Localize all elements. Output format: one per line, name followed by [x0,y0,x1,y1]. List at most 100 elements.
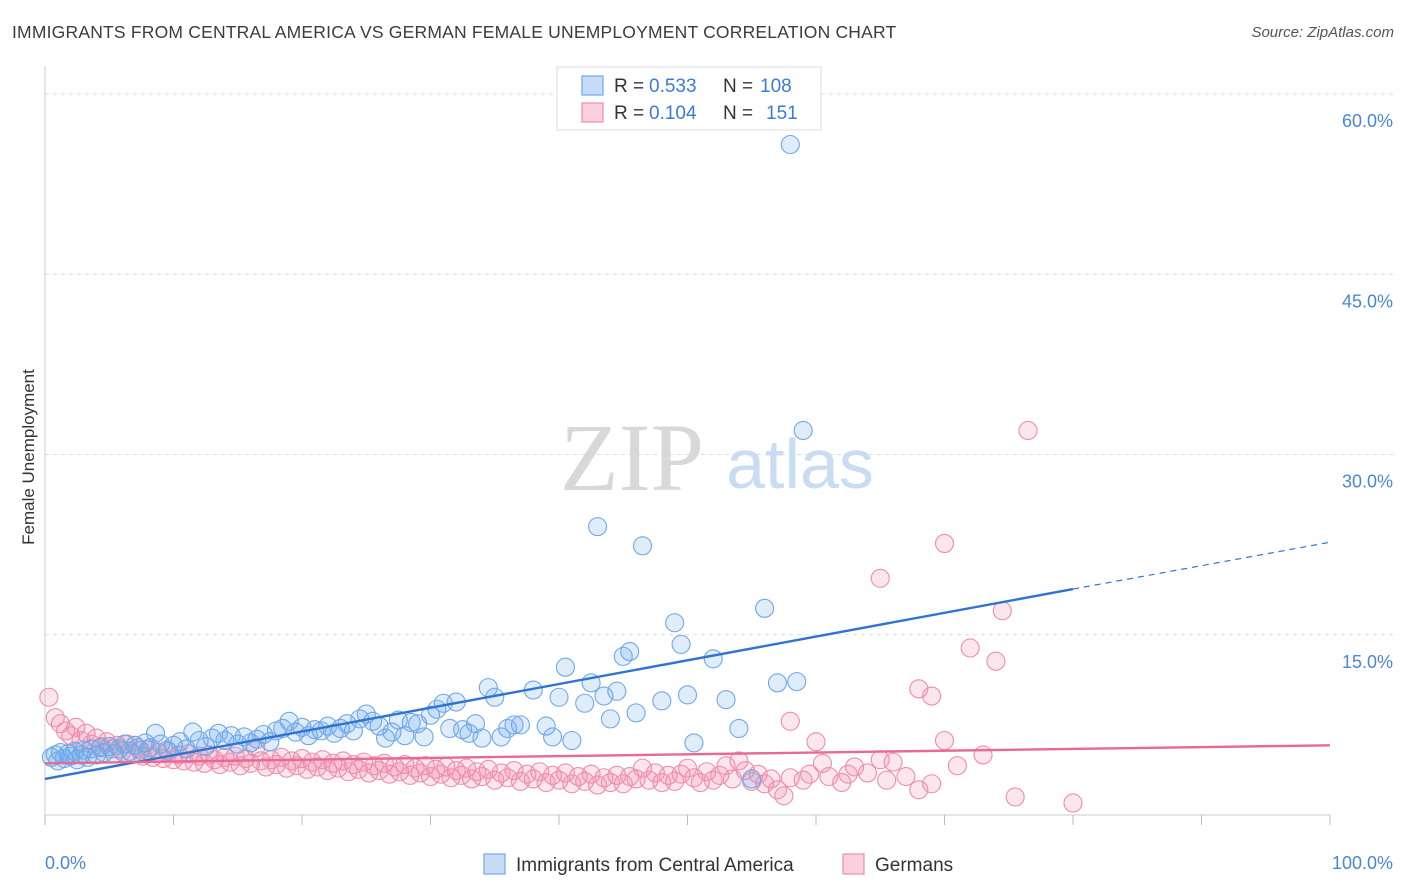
trend-line-germans [44,744,1331,765]
data-point-germans [504,760,524,781]
data-point-germans [575,771,595,791]
data-point-germans [934,730,955,751]
correlation-legend: R = 0.533 N = 108 R = 0.104 N = 151 [556,66,822,131]
data-point-germans [472,766,492,787]
bottom-legend-swatch-pink [842,853,865,875]
legend-r-label-1: R = [614,76,644,97]
data-point-germans [960,638,980,658]
data-point-central-america [575,693,595,713]
data-point-germans [857,763,877,783]
legend-r-value-1: 0.533 [649,76,697,97]
legend-r-label-2: R = [614,103,644,124]
legend-swatch-blue [581,75,604,96]
grid-lines [45,93,1395,636]
legend-n-value-2: 151 [766,103,798,124]
data-point-central-america [549,687,569,707]
data-point-germans [986,651,1006,671]
data-point-germans [45,708,65,728]
data-point-germans [39,687,59,707]
x-tick-label: 100.0% [1332,853,1393,873]
series-central-america [41,134,813,789]
tick-labels: 15.0% 30.0% 45.0% 60.0% 0.0% 100.0% [45,111,1393,873]
data-point-germans [415,756,435,776]
data-point-germans [877,770,897,790]
data-point-germans [934,533,955,553]
legend-r-value-2: 0.104 [649,103,697,124]
data-point-germans [947,756,967,776]
y-tick-label: 45.0% [1342,291,1393,311]
legend-n-label-2: N = [723,103,753,124]
bottom-legend-label-pink: Germans [875,855,953,876]
y-tick-label: 30.0% [1342,472,1393,492]
watermark-zip: ZIP [560,404,704,511]
data-point-germans [478,759,498,779]
bottom-legend-swatch-blue [483,853,506,875]
data-point-germans [76,723,96,743]
data-point-germans [729,751,749,771]
data-point-germans [456,758,477,778]
data-point-germans [220,752,240,772]
data-point-germans [613,774,633,794]
data-point-central-america [140,738,160,758]
data-point-germans [1005,787,1025,807]
data-point-central-america [498,718,518,739]
data-point-germans [395,754,415,775]
legend-swatch-pink [581,102,604,123]
data-point-germans [883,752,903,772]
data-point-germans [498,768,518,788]
data-point-germans [896,766,916,787]
x-tick-label: 0.0% [45,853,86,873]
data-point-central-america [273,718,293,739]
data-point-central-america [562,730,582,751]
data-point-germans [677,758,698,778]
data-point-central-america [607,681,627,701]
y-axis-label: Female Unemployment [19,369,38,545]
data-point-germans [555,763,575,783]
data-point-central-america [677,685,698,705]
data-point-germans [523,769,543,789]
axes [44,66,1331,825]
data-point-germans [1018,420,1038,441]
watermark-atlas: atlas [726,425,874,503]
data-point-central-america [414,727,434,747]
data-point-central-america [703,649,723,669]
chart-title: IMMIGRANTS FROM CENTRAL AMERICA VS GERMA… [12,22,897,42]
data-point-central-america [600,709,620,729]
data-point-germans [870,568,890,588]
data-point-germans [271,747,291,767]
data-point-germans [1063,793,1083,813]
trend-lines [44,541,1331,781]
data-point-central-america [382,722,402,742]
legend-n-value-1: 108 [760,76,792,97]
data-point-central-america [632,536,653,556]
data-point-central-america [671,634,691,654]
data-point-central-america [780,134,800,155]
data-point-central-america [767,673,788,693]
data-point-central-america [787,672,807,692]
data-point-germans [530,762,550,782]
data-point-central-america [652,691,672,711]
trend-line-central-america [44,587,1074,781]
source-label: Source: ZipAtlas.com [1251,24,1394,41]
data-point-germans [710,765,730,785]
data-point-central-america [120,741,140,761]
data-point-germans [581,764,601,784]
data-point-central-america [170,732,190,752]
data-point-central-america [716,690,736,710]
data-point-central-america [401,712,421,733]
legend-n-label-1: N = [723,76,753,97]
data-point-germans [806,732,826,752]
data-point-germans [632,758,653,778]
bottom-legend-label-blue: Immigrants from Central America [516,855,794,876]
y-tick-label: 15.0% [1342,652,1393,672]
data-point-central-america [465,714,486,734]
data-point-central-america [504,715,524,735]
data-point-central-america [145,723,166,743]
data-point-central-america [684,733,704,753]
data-point-central-america [620,642,640,662]
data-point-central-america [755,598,775,618]
data-point-central-america [587,517,608,537]
series-germans [39,420,1083,813]
data-point-central-america [510,715,531,735]
